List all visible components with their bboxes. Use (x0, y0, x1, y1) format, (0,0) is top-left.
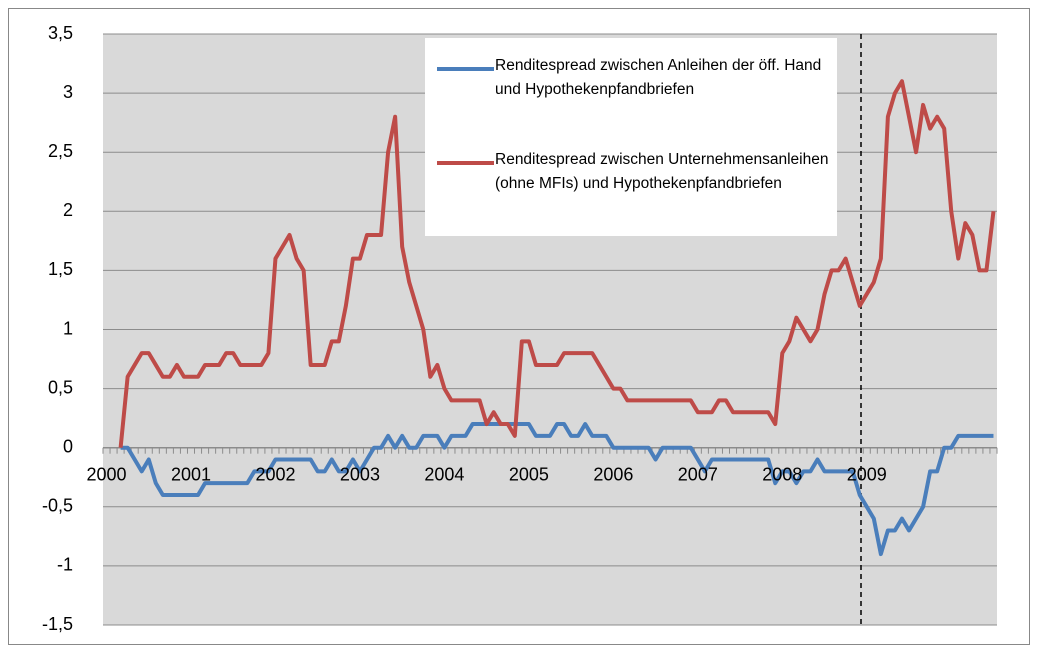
lines (118, 79, 996, 557)
x-tick-label: 2009 (847, 464, 887, 484)
x-tick-label: 2007 (678, 464, 718, 484)
x-axis (102, 446, 998, 454)
x-tick-label: 2006 (593, 464, 633, 484)
y-tick-label: 1 (63, 318, 73, 338)
x-tick-label: 2002 (255, 464, 295, 484)
y-tick-label: 3,5 (48, 23, 73, 43)
y-tick-label: 2 (63, 200, 73, 220)
y-tick-label: 1,5 (48, 259, 73, 279)
y-tick-label: 0 (63, 436, 73, 456)
y-tick-label: -0,5 (42, 496, 73, 516)
x-tick-label: 2001 (171, 464, 211, 484)
y-tick-label: 3 (63, 82, 73, 102)
y-tick-label: -1,5 (42, 614, 73, 634)
legend-label: Renditespread zwischen Anleihen der öff.… (495, 57, 822, 98)
legend-swatch (437, 161, 494, 165)
legend-swatch (437, 67, 494, 71)
legend-label: Renditespread zwischen Unternehmensanlei… (495, 151, 829, 192)
x-tick-label: 2004 (424, 464, 464, 484)
y-tick-label: 0,5 (48, 377, 73, 397)
legend: Renditespread zwischen Anleihen der öff.… (425, 38, 837, 236)
series-line (120, 422, 994, 557)
y-tick-label: -1 (57, 555, 73, 575)
x-tick-label: 2000 (86, 464, 126, 484)
series-line (118, 79, 996, 448)
x-tick-label: 2005 (509, 464, 549, 484)
x-tick-label: 2008 (762, 464, 802, 484)
x-tick-label: 2003 (340, 464, 380, 484)
y-tick-label: 2,5 (48, 141, 73, 161)
